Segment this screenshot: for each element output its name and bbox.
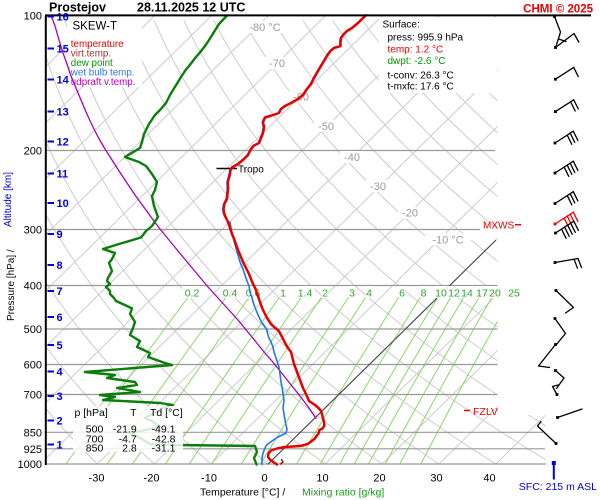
svg-text:200: 200 [24,146,42,158]
svg-text:13: 13 [57,107,69,119]
svg-text:12: 12 [448,288,460,300]
svg-text:T: T [130,407,137,419]
svg-text:15: 15 [57,44,69,56]
svg-text:9: 9 [57,229,63,241]
svg-text:t-conv: 26.3 °C: t-conv: 26.3 °C [388,71,454,82]
svg-text:1: 1 [57,440,63,452]
svg-text:16: 16 [57,12,69,24]
svg-text:Pressure [hPa] /: Pressure [hPa] / [6,249,17,321]
svg-text:-10: -10 [201,473,217,485]
svg-text:t-mxfc: 17.6 °C: t-mxfc: 17.6 °C [388,82,454,93]
svg-text:500: 500 [86,424,104,436]
svg-text:-40: -40 [344,152,360,164]
svg-text:dew point: dew point [71,58,113,69]
svg-text:400: 400 [24,281,42,293]
svg-text:8: 8 [421,288,427,300]
svg-text:500: 500 [24,324,42,336]
svg-text:300: 300 [24,225,42,237]
svg-text:SFC: 215 m ASL: SFC: 215 m ASL [519,481,597,493]
svg-text:temperature: temperature [71,39,124,50]
svg-text:850: 850 [24,427,42,439]
svg-text:4: 4 [57,367,64,379]
svg-text:10: 10 [57,198,69,210]
svg-text:11: 11 [57,169,69,181]
svg-text:dwpt: -2.6 °C: dwpt: -2.6 °C [388,56,446,67]
svg-text:14: 14 [57,75,70,87]
svg-text:-4.7: -4.7 [119,434,137,446]
svg-text:1000: 1000 [18,459,42,471]
svg-text:press: 995.9 hPa: press: 995.9 hPa [388,33,464,44]
svg-text:-49.1: -49.1 [152,424,176,436]
svg-text:Tropo: Tropo [238,165,264,176]
svg-text:2: 2 [322,288,328,300]
svg-text:-70: -70 [269,58,285,70]
svg-text:100: 100 [24,11,42,23]
svg-text:6: 6 [399,288,405,300]
svg-text:30: 30 [430,473,442,485]
svg-text:-30: -30 [370,181,386,193]
svg-text:1: 1 [280,288,286,300]
svg-text:-50: -50 [318,121,334,133]
svg-text:2: 2 [57,416,63,428]
svg-text:700: 700 [86,434,104,446]
svg-text:-30: -30 [89,473,105,485]
svg-text:-42.8: -42.8 [152,434,176,446]
svg-text:-21.9: -21.9 [113,424,137,436]
svg-text:MXWS: MXWS [483,221,514,232]
svg-text:20: 20 [373,473,385,485]
svg-text:1.4: 1.4 [298,288,313,300]
svg-text:40: 40 [483,473,495,485]
svg-text:600: 600 [24,360,42,372]
svg-text:CHMI © 2025: CHMI © 2025 [523,4,593,16]
svg-text:850: 850 [86,443,104,455]
svg-text:6: 6 [57,312,63,324]
svg-text:0.2: 0.2 [185,288,200,300]
svg-text:8: 8 [57,260,63,272]
svg-text:0.4: 0.4 [223,288,238,300]
svg-text:7: 7 [57,286,63,298]
svg-text:700: 700 [24,390,42,402]
svg-text:25: 25 [508,288,520,300]
svg-text:wet bulb temp.: wet bulb temp. [70,68,135,79]
svg-text:5: 5 [57,340,63,352]
svg-text:Temperature [°C] /: Temperature [°C] / [200,487,285,499]
svg-text:udpraft v.temp.: udpraft v.temp. [71,77,136,88]
svg-text:4: 4 [366,288,372,300]
svg-text:17: 17 [476,288,488,300]
svg-text:Prostejov: Prostejov [49,1,106,15]
svg-text:SKEW-T: SKEW-T [73,21,118,33]
svg-text:Surface:: Surface: [383,20,420,31]
svg-text:2.8: 2.8 [122,443,137,455]
svg-text:14: 14 [461,288,473,300]
svg-text:3: 3 [57,391,63,403]
svg-text:-10 °C: -10 °C [432,234,463,246]
svg-text:temp: 1.2 °C: temp: 1.2 °C [388,45,444,56]
svg-text:3: 3 [349,288,355,300]
svg-text:12: 12 [57,137,69,149]
svg-text:-80 °C: -80 °C [249,22,280,34]
svg-text:925: 925 [24,444,42,456]
svg-text:-20: -20 [402,208,418,220]
svg-text:0: 0 [261,473,267,485]
svg-text:28.11.2025 12 UTC: 28.11.2025 12 UTC [137,1,245,15]
svg-text:-20: -20 [144,473,160,485]
svg-text:virt.temp.: virt.temp. [71,49,111,60]
svg-text:-31.1: -31.1 [152,443,176,455]
svg-text:Mixing ratio [g/kg]: Mixing ratio [g/kg] [302,487,384,499]
svg-text:20: 20 [489,288,501,300]
svg-text:Altitude [km]: Altitude [km] [3,172,14,227]
svg-text:10: 10 [316,473,328,485]
svg-text:10: 10 [435,288,447,300]
svg-text:p [hPa]: p [hPa] [75,407,108,419]
svg-text:FZLV: FZLV [473,406,498,418]
svg-text:Td [°C]: Td [°C] [150,407,183,419]
